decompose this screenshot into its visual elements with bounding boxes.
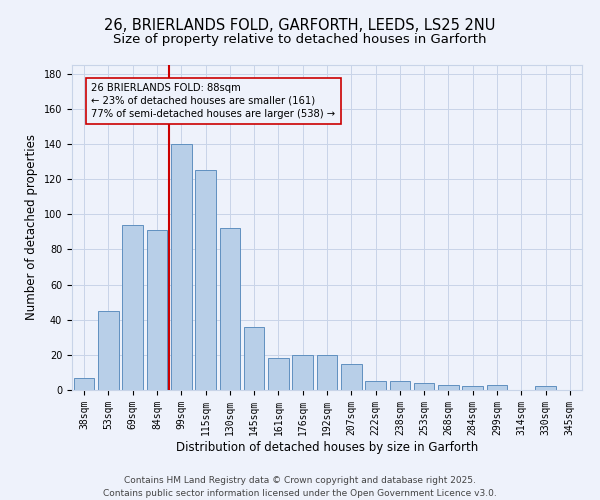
Bar: [292, 355, 313, 390]
Bar: [146, 230, 167, 390]
Text: Contains HM Land Registry data © Crown copyright and database right 2025.
Contai: Contains HM Land Registry data © Crown c…: [103, 476, 497, 498]
Bar: [438, 384, 459, 390]
Bar: [463, 386, 483, 390]
Text: 26 BRIERLANDS FOLD: 88sqm
← 23% of detached houses are smaller (161)
77% of semi: 26 BRIERLANDS FOLD: 88sqm ← 23% of detac…: [91, 82, 335, 119]
Bar: [268, 358, 289, 390]
Bar: [195, 170, 216, 390]
Text: Size of property relative to detached houses in Garforth: Size of property relative to detached ho…: [113, 32, 487, 46]
Bar: [487, 384, 508, 390]
Bar: [98, 311, 119, 390]
X-axis label: Distribution of detached houses by size in Garforth: Distribution of detached houses by size …: [176, 440, 478, 454]
Bar: [389, 381, 410, 390]
Bar: [171, 144, 191, 390]
Bar: [74, 378, 94, 390]
Bar: [220, 228, 240, 390]
Y-axis label: Number of detached properties: Number of detached properties: [25, 134, 38, 320]
Bar: [122, 225, 143, 390]
Bar: [414, 383, 434, 390]
Bar: [365, 381, 386, 390]
Bar: [244, 327, 265, 390]
Text: 26, BRIERLANDS FOLD, GARFORTH, LEEDS, LS25 2NU: 26, BRIERLANDS FOLD, GARFORTH, LEEDS, LS…: [104, 18, 496, 32]
Bar: [535, 386, 556, 390]
Bar: [317, 355, 337, 390]
Bar: [341, 364, 362, 390]
